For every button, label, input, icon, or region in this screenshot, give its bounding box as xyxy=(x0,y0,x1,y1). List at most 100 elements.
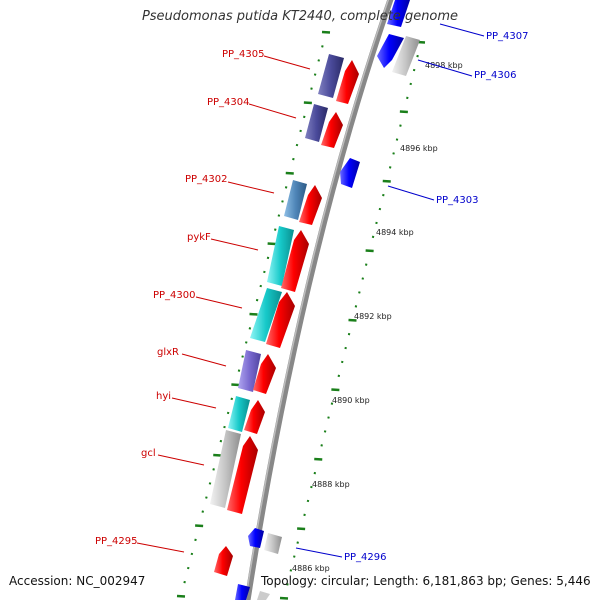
reverse-gene-labels: PP_4307 PP_4306 PP_4303 PP_4296 xyxy=(344,31,529,563)
minor-tick xyxy=(388,166,392,169)
forward-gene-labels: PP_4305 PP_4304 PP_4302 pykF PP_4300 glx… xyxy=(95,49,265,547)
cds-arrow-gcl[interactable] xyxy=(227,436,258,514)
gene-label[interactable]: PP_4296 xyxy=(344,552,387,563)
genome-summary-text: Topology: circular; Length: 6,181,863 bp… xyxy=(261,574,591,588)
cds-forward-track xyxy=(214,60,359,600)
tick-label: 4888 kbp xyxy=(312,480,350,489)
gene-label[interactable]: PP_4305 xyxy=(222,49,265,60)
minor-tick xyxy=(201,510,204,513)
minor-tick xyxy=(248,327,252,330)
reverse-label-leaders xyxy=(295,23,485,558)
major-tick xyxy=(176,594,186,598)
cds-arrow-pp-4296[interactable] xyxy=(248,528,264,548)
cds-arrow-pp-4295[interactable] xyxy=(214,546,233,576)
minor-tick xyxy=(266,256,270,260)
gene-bar-pp-4302[interactable] xyxy=(284,180,307,220)
gene-label[interactable]: PP_4304 xyxy=(207,97,250,108)
minor-tick xyxy=(226,411,230,415)
major-tick xyxy=(365,249,374,253)
minor-tick xyxy=(237,369,241,372)
major-tick xyxy=(213,453,222,457)
major-tick xyxy=(331,388,340,392)
minor-tick xyxy=(392,152,395,155)
gene-bar-pp-4296[interactable] xyxy=(264,533,282,554)
major-tick xyxy=(195,524,204,528)
genome-backbone-highlight xyxy=(244,0,390,600)
gene-bar-pykf[interactable] xyxy=(267,226,294,286)
minor-tick xyxy=(190,552,194,556)
cds-arrow-hyi[interactable] xyxy=(244,400,265,434)
minor-tick xyxy=(354,305,358,308)
minor-tick xyxy=(399,124,402,127)
cds-arrow-partial[interactable] xyxy=(257,591,270,600)
minor-tick xyxy=(277,214,281,217)
cds-arrow-pp-4307[interactable] xyxy=(387,0,410,27)
minor-tick xyxy=(361,277,365,280)
gene-bar-pp-4306[interactable] xyxy=(392,36,420,76)
minor-tick xyxy=(323,430,327,433)
minor-tick xyxy=(259,284,262,288)
minor-tick xyxy=(255,298,259,302)
gene-label[interactable]: gcl xyxy=(141,448,156,459)
minor-tick xyxy=(371,235,375,239)
minor-tick xyxy=(274,228,277,231)
cds-arrow-pp-4303[interactable] xyxy=(340,158,360,188)
minor-tick xyxy=(358,291,361,294)
minor-tick xyxy=(241,355,244,358)
cds-arrow-pp-4300[interactable] xyxy=(266,292,295,348)
minor-tick xyxy=(364,263,368,266)
cds-arrow-partial-reverse[interactable] xyxy=(235,584,250,600)
gene-label[interactable]: PP_4303 xyxy=(436,195,479,206)
cds-reverse-track xyxy=(235,0,420,600)
gene-bar-hyi[interactable] xyxy=(228,396,250,432)
major-tick xyxy=(303,101,312,105)
major-tick xyxy=(297,527,306,531)
gene-bar-glxr[interactable] xyxy=(238,350,261,392)
minor-tick xyxy=(306,499,310,503)
tick-label: 4886 kbp xyxy=(292,564,330,573)
gene-bar-pp-4305[interactable] xyxy=(318,54,344,98)
tick-label: 4898 kbp xyxy=(425,61,463,70)
tick-track-outer xyxy=(279,40,426,600)
minor-tick xyxy=(183,580,186,584)
minor-tick xyxy=(219,439,223,443)
gene-bar-gcl[interactable] xyxy=(210,430,241,508)
cds-arrow-pykf[interactable] xyxy=(281,230,309,292)
minor-tick xyxy=(205,496,208,499)
minor-tick xyxy=(296,541,299,544)
minor-tick xyxy=(310,87,313,90)
gene-bar-pp-4304[interactable] xyxy=(305,104,328,142)
minor-tick xyxy=(330,402,334,405)
gene-bar-pp-4300[interactable] xyxy=(250,288,282,342)
tick-label: 4894 kbp xyxy=(376,228,414,237)
minor-tick xyxy=(344,346,347,350)
minor-tick xyxy=(313,73,317,76)
map-title: Pseudomonas putida KT2440, complete geno… xyxy=(141,9,459,24)
minor-tick xyxy=(284,186,288,189)
gene-label[interactable]: pykF xyxy=(187,232,211,243)
gene-label[interactable]: PP_4295 xyxy=(95,536,138,547)
minor-tick xyxy=(289,569,293,572)
minor-tick xyxy=(406,96,409,100)
cds-arrow-glxr[interactable] xyxy=(253,354,276,394)
cds-arrow-pp-4304[interactable] xyxy=(321,112,343,148)
gene-label[interactable]: PP_4300 xyxy=(153,290,196,301)
minor-tick xyxy=(245,341,248,344)
major-tick xyxy=(231,383,240,387)
cds-arrow-pp-4302[interactable] xyxy=(299,185,322,225)
gene-label[interactable]: PP_4307 xyxy=(486,31,529,42)
minor-tick xyxy=(295,143,299,147)
gene-label[interactable]: PP_4306 xyxy=(474,70,517,81)
major-tick xyxy=(279,596,289,600)
gene-label[interactable]: hyi xyxy=(156,391,171,402)
tick-label: 4896 kbp xyxy=(400,144,438,153)
minor-tick xyxy=(382,193,385,197)
cds-arrow-pp-4305[interactable] xyxy=(336,60,359,104)
minor-tick xyxy=(327,416,330,419)
gene-label[interactable]: glxR xyxy=(157,347,179,358)
minor-tick xyxy=(223,425,226,429)
gene-label[interactable]: PP_4302 xyxy=(185,174,228,185)
forward-label-leaders xyxy=(136,55,311,553)
cds-arrow-pp-4306-blue[interactable] xyxy=(377,34,404,68)
